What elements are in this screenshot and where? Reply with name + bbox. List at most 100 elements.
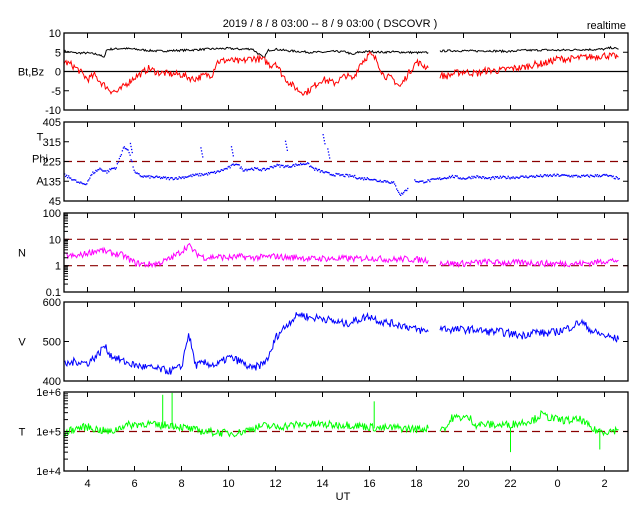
data-point [327,171,329,174]
data-point [547,175,550,178]
data-point [150,175,152,177]
data-point [231,163,233,166]
data-point [421,180,423,182]
data-point [394,183,396,185]
data-point [144,175,146,177]
y-axis-label: T [37,132,44,144]
data-point [181,176,183,178]
data-point [300,162,302,165]
data-point [154,176,156,179]
data-point [123,146,125,148]
data-point [247,168,249,171]
data-point [451,174,454,177]
data-point [129,142,132,145]
data-point [369,179,371,181]
data-point [428,179,430,181]
data-point [245,168,247,170]
data-point [205,172,208,175]
data-point [83,183,85,185]
data-point [494,176,497,178]
data-point [323,140,325,142]
data-point [470,177,472,180]
data-point [471,175,473,178]
data-point [142,176,144,178]
data-point [361,177,363,179]
panel-temperature: 1e+6 1e+5 1e+4 T 4 6 8 10 12 14 16 18 20 22 0 2 [19,387,629,490]
data-point [165,178,168,180]
data-point [302,163,304,165]
data-point [439,177,441,179]
data-point [363,177,366,179]
data-point [586,174,589,176]
data-point [70,177,72,179]
data-point [401,192,403,194]
data-point [316,169,319,172]
data-point [570,175,572,178]
data-point [433,178,435,180]
data-point [512,176,514,178]
data-point [217,170,220,172]
data-point [111,167,114,170]
data-point [203,174,205,176]
x-tick-label: 18 [410,478,422,490]
y-axis-label: Bt,Bz [18,67,44,79]
y-tick-label: 135 [43,176,61,188]
data-point [535,174,538,177]
data-point [443,177,446,179]
data-point [270,165,272,168]
data-point [414,179,416,181]
series-line-bt [63,46,429,59]
data-point [332,174,334,176]
y-axis-label: A [36,176,44,188]
panel-frame [63,301,629,382]
data-point [531,175,533,177]
data-point [361,177,364,179]
data-point [92,171,94,173]
data-point [478,177,480,179]
data-point [284,140,287,142]
data-point [317,168,320,171]
data-point [466,177,468,180]
data-point [514,177,516,180]
series-line-bz [63,51,429,97]
data-point [130,145,132,148]
data-point [251,167,253,169]
y-tick-label: 600 [43,297,61,309]
data-point [367,178,369,180]
data-point [588,176,591,178]
data-point [180,177,182,180]
data-point [162,176,165,178]
data-point [211,171,214,174]
data-point [424,181,426,184]
data-point [140,175,142,178]
data-point [497,177,500,179]
data-point [189,175,191,177]
data-point [378,180,380,183]
data-point [272,167,274,169]
data-point [556,173,558,175]
data-point [324,171,326,173]
data-point [342,173,344,176]
data-point [252,169,255,171]
data-point [291,165,293,168]
data-point [335,172,337,175]
data-point [528,176,530,179]
data-point [266,167,268,170]
x-tick-label: 12 [269,478,281,490]
data-point [116,163,119,165]
data-point [539,174,542,176]
data-point [429,180,431,183]
data-point [260,170,263,172]
data-point [329,174,331,176]
data-point [310,165,312,167]
data-point [94,171,96,174]
data-point [186,176,188,178]
data-point [473,175,475,178]
data-point [563,174,565,176]
data-point [121,150,124,152]
data-point [172,178,174,181]
data-point [209,171,212,174]
data-point [362,179,365,181]
data-point [578,175,580,177]
data-point [520,175,522,177]
